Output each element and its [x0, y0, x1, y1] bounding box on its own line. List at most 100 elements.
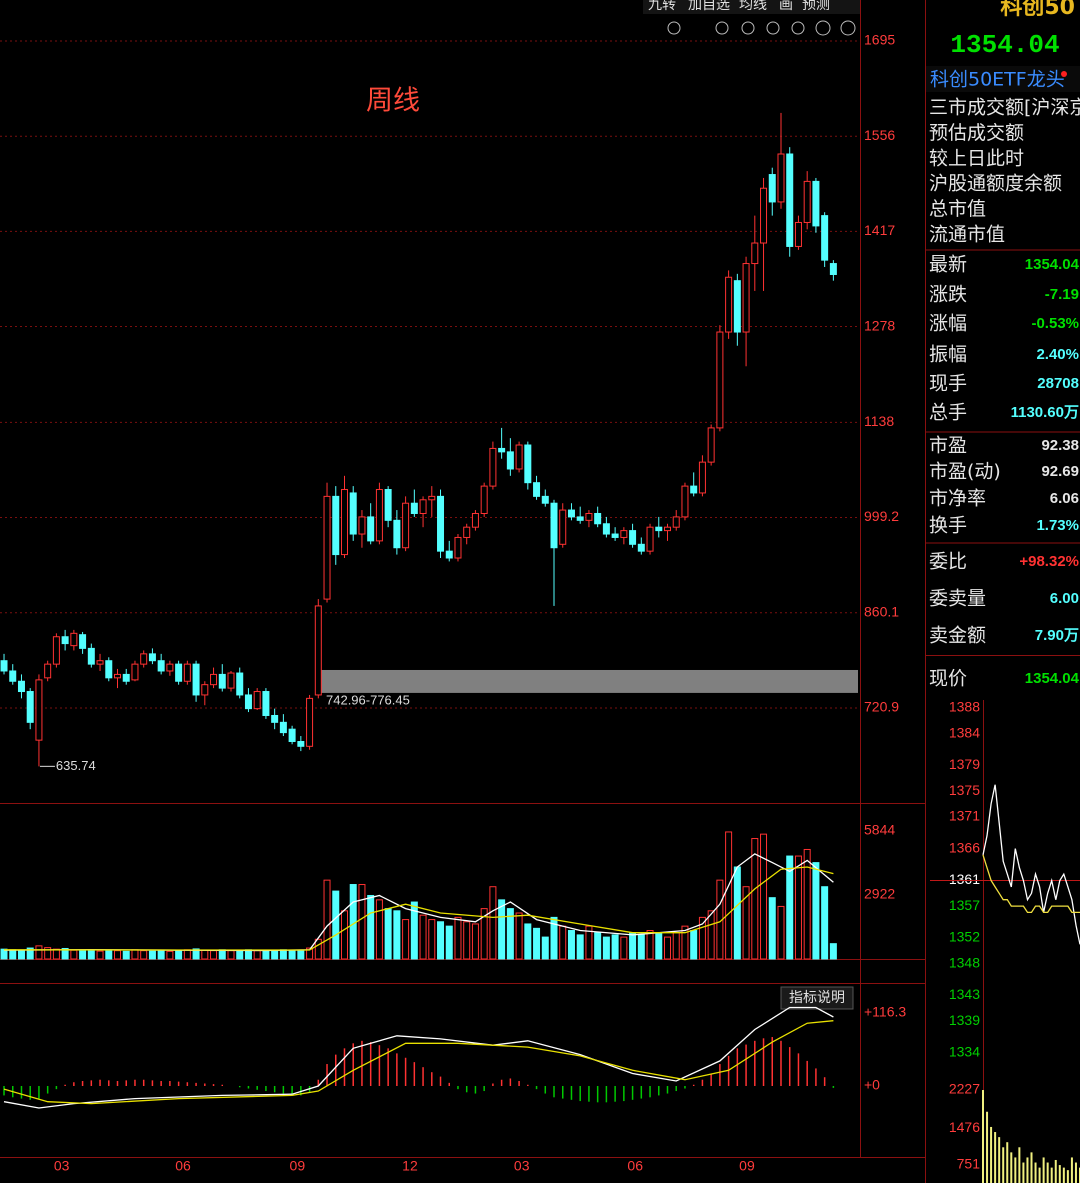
candle-body — [340, 489, 348, 556]
indicator-button[interactable]: 指标说明 — [789, 990, 845, 1006]
quote-label: 市盈(动) — [929, 461, 1001, 483]
volume-bar — [262, 950, 270, 960]
candle-body — [489, 447, 497, 487]
candle-body — [192, 663, 200, 696]
candle-body — [742, 263, 750, 333]
dot — [1061, 71, 1067, 77]
candle-body — [716, 331, 724, 429]
icon[interactable] — [840, 20, 856, 36]
quote-value: 92.38 — [1041, 437, 1079, 454]
y-tick-label: 1695 — [864, 32, 895, 48]
candle-body — [52, 636, 60, 665]
highlight — [926, 66, 1080, 92]
y-tick-label: 2227 — [949, 1081, 980, 1097]
volume-bar — [96, 950, 104, 960]
volume-bar — [794, 855, 802, 960]
toolbar — [643, 0, 860, 36]
x-tick-label: 03 — [54, 1158, 70, 1174]
candle-body — [646, 526, 654, 552]
candle-body — [707, 427, 715, 463]
quote-value: -7.19 — [1045, 286, 1079, 303]
icon[interactable] — [791, 21, 805, 35]
toolbar-button[interactable]: 九转 — [648, 0, 676, 13]
volume-bar — [567, 930, 575, 960]
candle-body — [611, 533, 619, 538]
volume-bar — [349, 884, 357, 960]
candle-body — [0, 660, 8, 672]
candle-body — [629, 530, 637, 545]
candle-body — [541, 495, 549, 504]
x-tick-label: 12 — [402, 1158, 418, 1174]
volume-bar — [576, 934, 584, 960]
candle-body — [550, 502, 558, 549]
volume-bar — [698, 916, 706, 960]
volume-bar — [244, 949, 252, 960]
candle-body — [183, 663, 191, 682]
quote-label: 现手 — [929, 373, 967, 395]
icon[interactable] — [741, 21, 755, 35]
toolbar-button[interactable]: 均线 — [739, 0, 767, 13]
toolbar-button[interactable]: 加自选 — [688, 0, 730, 13]
info-label: 沪股通额度余额 — [929, 173, 1062, 195]
quote-value: 6.00 — [1050, 590, 1079, 607]
icon[interactable] — [766, 21, 780, 35]
icon[interactable] — [815, 20, 831, 36]
toolbar-button[interactable]: 预测 — [802, 0, 830, 13]
volume-bar — [533, 927, 541, 960]
volume-bar — [506, 908, 514, 960]
y-tick-label: 1361 — [949, 871, 980, 887]
quote-value: 2.40% — [1036, 346, 1079, 363]
volume-bar — [803, 848, 811, 960]
volume-bar — [201, 949, 209, 960]
candle-body — [786, 153, 794, 247]
volume-bar — [227, 950, 235, 960]
related-etf[interactable]: 科创50ETF龙头 — [930, 69, 1065, 91]
icon[interactable] — [715, 21, 729, 35]
indicator-line — [3, 1020, 834, 1105]
volume-bar — [419, 914, 427, 960]
candle-body — [201, 684, 209, 696]
indicator-line — [982, 784, 1080, 945]
volume-bar — [751, 838, 759, 960]
y-tick-label: +116.3 — [864, 1004, 906, 1020]
candle-body — [358, 516, 366, 535]
candle-body — [480, 485, 488, 514]
candle-body — [567, 509, 575, 518]
quote-value: 92.69 — [1041, 463, 1079, 480]
volume-bar — [358, 884, 366, 960]
candle-body — [751, 242, 759, 265]
candle-body — [306, 697, 314, 747]
volume-bar — [402, 919, 410, 960]
volume-bar — [646, 930, 654, 960]
quote-price: 1354.04 — [950, 30, 1059, 60]
quote-value: 7.90万 — [1035, 627, 1079, 644]
y-tick-label: 1384 — [949, 724, 980, 740]
quote-label: 涨跌 — [929, 284, 967, 306]
volume-bar — [175, 950, 183, 960]
volume-bar — [236, 949, 244, 960]
indicator-button-bg[interactable] — [780, 986, 854, 1010]
candle-body — [803, 180, 811, 223]
volume-bar — [611, 934, 619, 960]
candle-body — [655, 526, 663, 532]
candle-body — [87, 647, 95, 665]
info-label: 三市成交额[沪深京 — [929, 97, 1080, 119]
quote-label: 最新 — [929, 254, 967, 276]
candle-body — [323, 495, 331, 600]
volume-bar — [629, 932, 637, 960]
quote-label: 振幅 — [929, 344, 967, 366]
toolbar-button[interactable]: 画 — [779, 0, 793, 13]
volume-bar — [637, 934, 645, 960]
candle-body — [698, 461, 706, 494]
volume-bar — [288, 949, 296, 960]
icon[interactable] — [667, 21, 681, 35]
candle-body — [393, 519, 401, 549]
candle-body — [35, 679, 43, 741]
candle-body — [498, 447, 506, 453]
quote-label: 涨幅 — [929, 313, 967, 335]
candle-body — [384, 489, 392, 521]
indicator-line — [3, 866, 834, 951]
candle-body — [61, 636, 69, 645]
volume-bar — [367, 894, 375, 960]
